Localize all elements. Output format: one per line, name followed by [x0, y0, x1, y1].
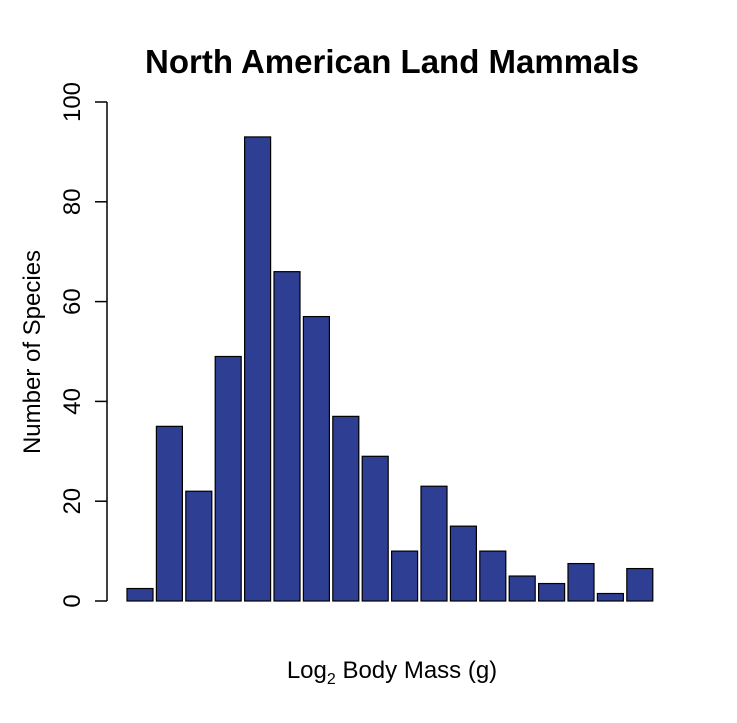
bars-group: [126, 136, 654, 602]
y-axis-label: Number of Species: [19, 250, 46, 454]
histogram-bar: [596, 592, 625, 602]
histogram-bar: [567, 562, 595, 602]
x-axis-label-prefix: Log: [287, 657, 327, 684]
y-tick-label: 80: [59, 188, 86, 215]
y-tick-label: 0: [59, 594, 86, 607]
histogram-bar: [449, 525, 477, 602]
histogram-bar: [420, 485, 448, 602]
x-axis-label-subscript: 2: [327, 671, 336, 688]
histogram-bar: [479, 550, 507, 602]
histogram-bar: [155, 425, 183, 602]
histogram-bar: [126, 587, 154, 602]
histogram-bar: [626, 567, 654, 602]
histogram-bar: [185, 490, 213, 602]
x-axis-label: Log2 Body Mass (g): [287, 657, 497, 688]
y-axis: 0 20 40 60 80 100: [59, 82, 108, 608]
y-tick-label: 40: [59, 388, 86, 415]
histogram-bar: [244, 136, 272, 602]
histogram-bar: [361, 455, 389, 602]
y-tick-label: 100: [59, 82, 86, 122]
histogram-bar: [391, 550, 419, 602]
histogram-bar: [214, 355, 242, 602]
chart-title: North American Land Mammals: [145, 43, 639, 80]
histogram-bar: [273, 271, 301, 602]
histogram-bar: [302, 315, 330, 602]
y-tick-label: 60: [59, 288, 86, 315]
histogram-bar: [332, 415, 360, 602]
y-tick-label: 20: [59, 488, 86, 515]
histogram-bar: [537, 582, 566, 602]
histogram-bar: [508, 575, 536, 602]
x-axis-label-suffix: Body Mass (g): [336, 657, 497, 684]
